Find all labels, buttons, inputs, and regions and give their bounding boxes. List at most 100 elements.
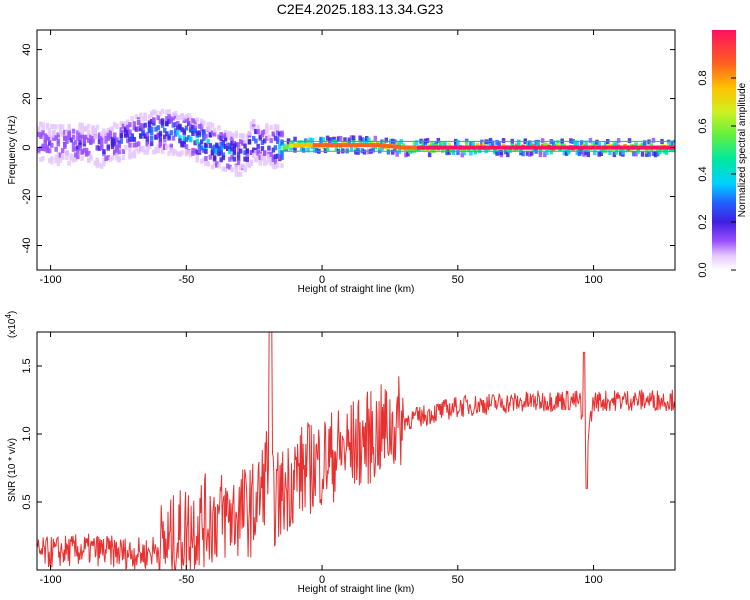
spectrogram-ridge-cell	[547, 145, 551, 150]
spectrogram-ridge-cell	[490, 145, 495, 150]
spectrogram-cell	[84, 147, 89, 153]
spectrogram-cell	[176, 124, 180, 130]
spectrogram-ridge-cell	[351, 143, 356, 148]
spectrogram-cell	[441, 148, 445, 154]
spectrogram-cell	[543, 142, 547, 148]
spectrogram-ridge-cell	[601, 145, 606, 150]
x-tick-label: -100	[40, 574, 62, 586]
spectrogram-cell	[128, 147, 132, 153]
spectrogram-cell	[208, 127, 213, 133]
spectrogram-cell	[443, 141, 447, 147]
spectrogram-cell	[45, 148, 50, 154]
spectrogram-cell	[156, 148, 160, 154]
spectrogram-cell	[217, 163, 221, 169]
spectrogram-cell	[97, 139, 102, 145]
spectrogram-cell	[195, 149, 199, 155]
spectrogram-cell	[89, 154, 93, 160]
spectrogram-cell	[195, 130, 199, 136]
spectrogram-cell	[273, 145, 278, 151]
spectrogram-cell	[89, 139, 93, 145]
spectrogram-cell	[395, 151, 399, 157]
spectrogram-ridge-cell	[443, 145, 447, 150]
spectrogram-ridge-cell	[421, 145, 425, 150]
spectrogram-cell	[91, 130, 95, 136]
spectrogram-cell	[230, 146, 234, 152]
spectrogram-ridge-cell	[619, 145, 623, 150]
spectrogram-cell	[536, 141, 540, 147]
spectrogram-cell	[158, 143, 163, 149]
spectrogram-cell	[113, 149, 117, 155]
spectrogram-cell	[50, 159, 54, 165]
spectrogram-ridge-cell	[597, 145, 601, 150]
spectrogram-ridge-cell	[315, 143, 319, 148]
spectrogram-cell	[67, 127, 71, 133]
spectrogram-ridge-cell	[319, 143, 323, 148]
spectrogram-cell	[545, 150, 549, 155]
spectrogram-cell	[228, 149, 232, 155]
spectrogram-cell	[239, 165, 243, 171]
spectrogram-cell	[527, 151, 532, 157]
spectrogram-cell	[223, 136, 228, 142]
spectrogram-cell	[412, 148, 417, 154]
spectrogram-cell	[265, 159, 269, 165]
spectrogram-ridge-cell	[454, 145, 458, 150]
spectrogram-cell	[202, 135, 206, 141]
spectrogram-cell	[302, 140, 306, 146]
spectrogram-ridge-cell	[441, 145, 445, 150]
spectrogram-ridge-cell	[634, 145, 638, 150]
spectrogram-cell	[223, 144, 228, 149]
spectrogram-cell	[50, 124, 54, 129]
spectrogram-cell	[132, 142, 137, 148]
spectrogram-cell	[460, 152, 464, 158]
spectrogram-cell	[247, 138, 252, 144]
spectrogram-ridge-cell	[512, 145, 517, 150]
spectrogram-cell	[621, 149, 625, 155]
spectrogram-cell	[60, 124, 65, 130]
spectrogram-cell	[54, 124, 58, 130]
spectrogram-ridge-cell	[558, 145, 562, 150]
spectrogram-cell	[132, 125, 137, 131]
spectrogram-cell	[321, 137, 325, 143]
spectrogram-cell	[473, 147, 478, 153]
spectrogram-cell	[199, 118, 204, 124]
spectrogram-cell	[41, 143, 45, 149]
spectrogram-cell	[139, 112, 143, 118]
spectrogram-cell	[156, 144, 160, 150]
spectrogram-cell	[80, 124, 84, 130]
spectrogram-cell	[39, 156, 43, 162]
spectrogram-cell	[378, 145, 382, 151]
spectrogram-cell	[149, 135, 154, 141]
spectrogram-cell	[464, 141, 469, 147]
spectrogram-cell	[564, 150, 569, 156]
spectrogram-cell	[171, 112, 176, 118]
spectrogram-ridge-cell	[373, 143, 378, 148]
spectrogram-cell	[593, 141, 597, 147]
spectrogram-cell	[47, 137, 52, 142]
spectrogram-cell	[110, 126, 115, 132]
spectrogram-cell	[126, 129, 130, 135]
spectrogram-cell	[462, 147, 467, 153]
spectrogram-ridge-cell	[530, 145, 534, 150]
spectrogram-cell	[91, 138, 95, 144]
spectrogram-ridge-cell	[582, 145, 586, 150]
spectrogram-ridge-cell	[365, 143, 369, 148]
spectrogram-cell	[486, 139, 491, 145]
spectrogram-ridge-cell	[362, 143, 367, 148]
spectrogram-cell	[456, 150, 460, 156]
spectrogram-cell	[445, 150, 449, 156]
spectrogram-cell	[178, 151, 182, 157]
spectrogram-cell	[165, 116, 169, 122]
spectrogram-cell	[245, 153, 249, 159]
spectrogram-cell	[280, 163, 284, 169]
spectrogram-cell	[154, 110, 158, 116]
spectrogram-cell	[275, 125, 280, 131]
spectrogram-cell	[286, 139, 291, 145]
spectrogram-cell	[223, 132, 228, 138]
spectrogram-cell	[336, 136, 341, 142]
spectrogram-cell	[219, 157, 223, 163]
spectrogram-cell	[249, 161, 254, 167]
spectrogram-cell	[130, 116, 134, 121]
spectrogram-cell	[447, 149, 451, 155]
spectrogram-cell	[497, 141, 501, 147]
spectrogram-cell	[217, 147, 221, 153]
